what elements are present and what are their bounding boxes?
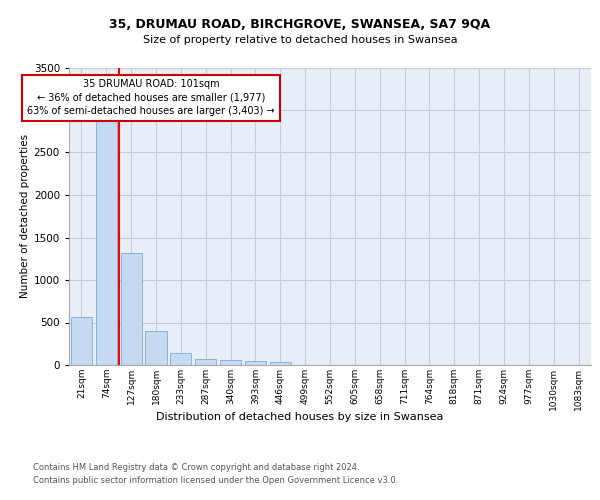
Bar (96, 118, 117, 365)
Bar (245, 361, 266, 365)
Bar (145, 332, 167, 365)
Text: Contains public sector information licensed under the Open Government Licence v3: Contains public sector information licen… (33, 476, 398, 485)
Bar (220, 360, 241, 365)
Bar (170, 352, 191, 365)
Bar (195, 358, 216, 365)
Bar (71, 318, 92, 365)
Text: 35 DRUMAU ROAD: 101sqm
← 36% of detached houses are smaller (1,977)
63% of semi-: 35 DRUMAU ROAD: 101sqm ← 36% of detached… (27, 80, 275, 116)
Text: Size of property relative to detached houses in Swansea: Size of property relative to detached ho… (143, 35, 457, 45)
Text: 35, DRUMAU ROAD, BIRCHGROVE, SWANSEA, SA7 9QA: 35, DRUMAU ROAD, BIRCHGROVE, SWANSEA, SA… (109, 18, 491, 30)
Text: Contains HM Land Registry data © Crown copyright and database right 2024.: Contains HM Land Registry data © Crown c… (33, 462, 359, 471)
Text: Distribution of detached houses by size in Swansea: Distribution of detached houses by size … (157, 412, 443, 422)
Y-axis label: Number of detached properties: Number of detached properties (20, 134, 29, 298)
Bar (270, 362, 291, 365)
Bar (121, 253, 142, 365)
